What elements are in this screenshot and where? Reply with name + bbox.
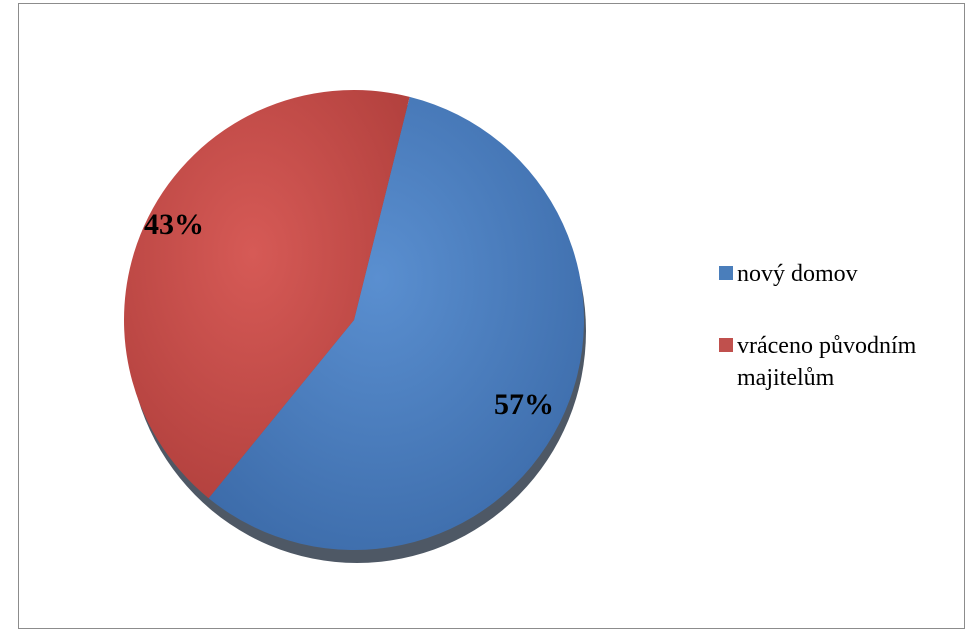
pie-chart: 57% 43%	[123, 90, 586, 563]
pie-slices	[123, 90, 585, 551]
legend-item-vraceno: vráceno původním majitelům	[719, 330, 968, 394]
pie-slice-vraceno	[123, 90, 410, 499]
legend-swatch-blue	[719, 266, 733, 280]
pie-data-label: 57%	[494, 388, 554, 421]
legend: nový domov vráceno původním majitelům	[719, 258, 968, 394]
legend-label: nový domov	[737, 261, 858, 287]
legend-label: vráceno původním majitelům	[737, 333, 917, 391]
chart-area: 57% 43% nový domov vráceno původním majit…	[18, 3, 965, 629]
legend-swatch-red	[719, 338, 733, 352]
pie-data-label: 43%	[144, 208, 204, 241]
legend-item-novy-domov: nový domov	[719, 258, 968, 290]
pie-data-labels: 57% 43%	[144, 208, 554, 421]
pie-slice-novy-domov	[208, 96, 585, 551]
